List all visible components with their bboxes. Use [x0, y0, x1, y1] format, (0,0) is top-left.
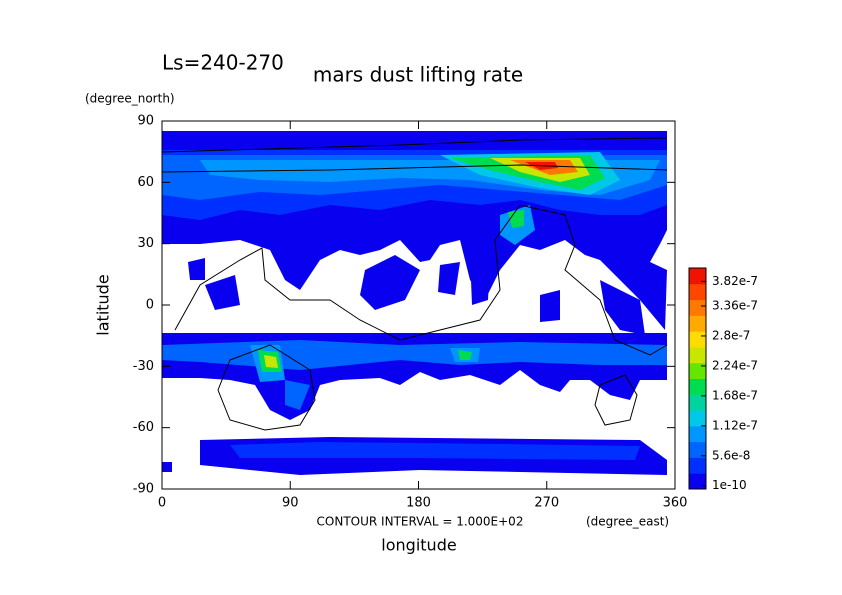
- field-region: [264, 355, 278, 368]
- y-tick-label: 60: [137, 175, 154, 190]
- x-tick-label: 180: [406, 496, 431, 511]
- colorbar-tick-label: 2.8e-7: [712, 328, 750, 342]
- x-tick-label: 0: [158, 496, 166, 511]
- field-region: [188, 255, 645, 335]
- colorbar-band: [689, 441, 706, 458]
- colorbar-band: [689, 331, 706, 348]
- topography: [162, 137, 668, 431]
- colorbar-frame: [688, 267, 707, 490]
- y-axis-label: latitude: [94, 274, 113, 335]
- contour-field: [162, 131, 668, 475]
- x-tick-label: 90: [282, 496, 299, 511]
- chart-title: mars dust lifting rate: [313, 63, 523, 87]
- x-axis-label: longitude: [381, 536, 456, 555]
- annotation: CONTOUR INTERVAL = 1.000E+02: [317, 515, 524, 529]
- y-tick-label: -90: [133, 482, 154, 497]
- colorbar-band: [689, 283, 706, 301]
- y-tick-label: 90: [137, 114, 154, 129]
- y-tick-label: -30: [133, 359, 154, 374]
- colorbar-band: [689, 410, 706, 427]
- colorbar-tick-label: 3.36e-7: [712, 298, 758, 312]
- colorbar-band: [689, 378, 706, 395]
- field-region: [508, 210, 524, 228]
- colorbar-band: [689, 425, 706, 443]
- field-region: [162, 340, 667, 410]
- colorbar-tick-label: 3.82e-7: [712, 274, 758, 288]
- colorbar-band: [689, 457, 706, 474]
- field-region: [230, 442, 640, 460]
- x-tick-label: 270: [534, 496, 559, 511]
- y-tick-label: 30: [137, 236, 154, 251]
- colorbar-band: [689, 473, 706, 490]
- y-tick-label: -60: [133, 420, 154, 435]
- colorbar-band: [689, 299, 706, 316]
- colorbar-band: [689, 346, 706, 364]
- colorbar-band: [689, 394, 706, 411]
- x-tick-label: 360: [663, 496, 688, 511]
- field-region: [250, 345, 480, 382]
- colorbar-tick-label: 1e-10: [712, 478, 747, 492]
- colorbar-tick-label: 2.24e-7: [712, 358, 758, 372]
- colorbar-tick-label: 5.6e-8: [712, 448, 750, 462]
- field-region: [258, 350, 472, 372]
- x-unit: (degree_east): [586, 515, 669, 529]
- colorbar-tick-label: 1.68e-7: [712, 388, 758, 402]
- colorbar-band: [689, 315, 706, 332]
- y-tick-label: 0: [146, 298, 154, 313]
- chart-subtitle: Ls=240-270: [162, 51, 284, 75]
- y-unit: (degree_north): [85, 92, 175, 106]
- colorbar-band: [689, 268, 706, 285]
- colorbar-band: [689, 362, 706, 379]
- colorbar-tick-label: 1.12e-7: [712, 418, 758, 432]
